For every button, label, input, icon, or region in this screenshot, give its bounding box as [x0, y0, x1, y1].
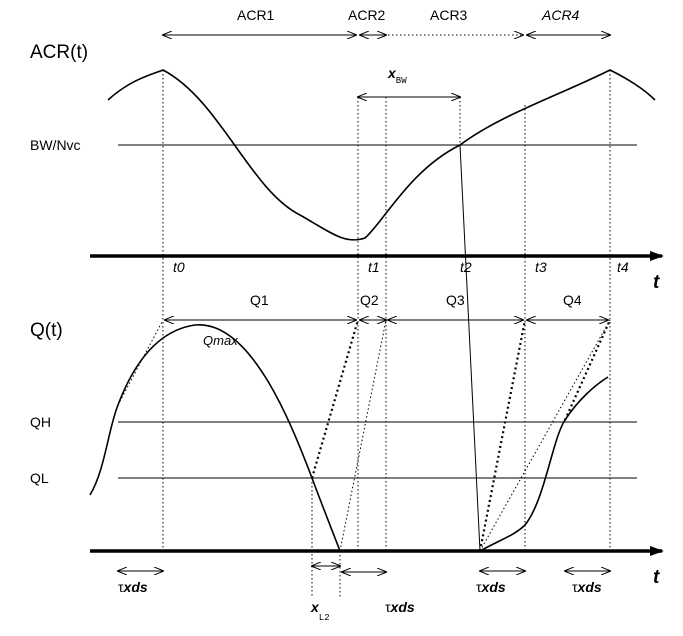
delay-symbol: x	[387, 65, 397, 81]
slope-line	[117, 319, 164, 406]
interval-label: Q1	[250, 292, 269, 308]
slope-line	[339, 319, 387, 552]
level-label: BW/Nvc	[30, 137, 81, 153]
interval-label: Q3	[446, 292, 465, 308]
peak-label: Qmax	[203, 333, 238, 348]
delay-symbol: τ	[572, 579, 578, 595]
delay-text: xds	[481, 579, 506, 595]
slope-line	[479, 319, 611, 552]
axis-label: t	[653, 567, 660, 588]
level-label: QL	[30, 470, 49, 486]
interval-label: ACR1	[237, 7, 275, 23]
interval-label: Q2	[360, 292, 379, 308]
time-mark: t3	[535, 259, 547, 275]
delay-label: τxds	[385, 599, 415, 615]
delay-label: τxds	[118, 579, 148, 595]
interval-label: Q4	[563, 292, 582, 308]
top-panel: ACR1 ACR2 ACR3 ACR4 ACR(t) BW/Nvc xBW t0…	[30, 7, 664, 293]
time-mark: t0	[173, 259, 185, 275]
interval-label: ACR4	[541, 7, 580, 23]
queue-curve	[479, 376, 609, 552]
guide-line	[459, 144, 481, 552]
level-label: QH	[30, 414, 51, 430]
slope-line	[310, 319, 360, 479]
slope-line	[478, 319, 527, 552]
delay-text: xds	[390, 599, 415, 615]
delay-text: xds	[577, 579, 602, 595]
offset-label: xL2	[310, 599, 330, 623]
delay-symbol: τ	[385, 599, 391, 615]
delay-label: τxds	[572, 579, 602, 595]
interval-label: ACR2	[348, 7, 386, 23]
time-mark: t1	[368, 259, 380, 275]
delay-label: xBW	[387, 65, 407, 86]
offset-symbol: x	[310, 599, 320, 615]
acr-curve	[107, 69, 656, 241]
guides	[162, 70, 611, 553]
delay-symbol: τ	[476, 579, 482, 595]
delay-subscript: BW	[396, 76, 407, 86]
interval-label: ACR3	[430, 7, 468, 23]
y-label: Q(t)	[30, 320, 63, 341]
bottom-panel: Q1 Q2 Q3 Q4 Q(t) Qmax QH QL t τxds τxds …	[30, 292, 664, 623]
axis-label: t	[653, 272, 660, 293]
delay-symbol: τ	[118, 579, 124, 595]
delay-label: τxds	[476, 579, 506, 595]
y-label: ACR(t)	[30, 42, 88, 63]
offset-subscript: L2	[319, 613, 330, 623]
slope-line	[563, 319, 612, 421]
queue-curve	[89, 324, 341, 552]
time-mark: t4	[617, 259, 629, 275]
delay-text: xds	[123, 579, 148, 595]
